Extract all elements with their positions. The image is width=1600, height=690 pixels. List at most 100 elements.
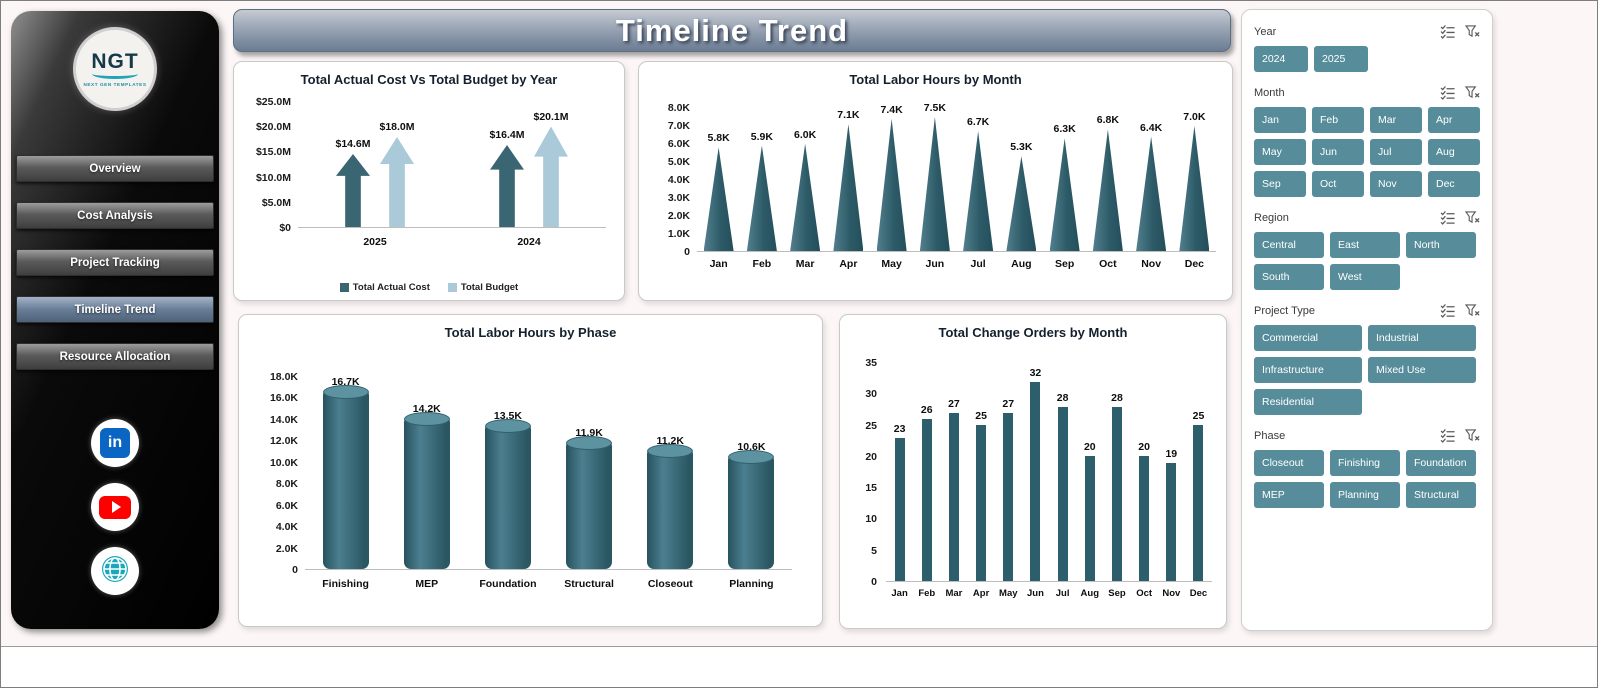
slicer-option-closeout[interactable]: Closeout xyxy=(1254,450,1324,476)
cone-bar[interactable] xyxy=(833,124,864,251)
slicer-option-infrastructure[interactable]: Infrastructure xyxy=(1254,357,1362,383)
y-tick: 0 xyxy=(292,564,298,576)
cone-bar[interactable] xyxy=(876,118,907,251)
col-bar[interactable] xyxy=(1057,406,1068,581)
cone-bar[interactable] xyxy=(703,147,734,251)
sidebar-item-cost-analysis[interactable]: Cost Analysis xyxy=(16,202,214,229)
value-label: 25 xyxy=(1192,410,1205,423)
arrow-bar[interactable] xyxy=(490,145,524,227)
slicer-option-apr[interactable]: Apr xyxy=(1428,107,1480,133)
logo: NGT NEXT GEN TEMPLATES xyxy=(11,11,219,111)
col-bar[interactable] xyxy=(1111,406,1122,581)
cone-bar[interactable] xyxy=(1136,136,1167,251)
slicer-option-dec[interactable]: Dec xyxy=(1428,171,1480,197)
slicer-option-aug[interactable]: Aug xyxy=(1428,139,1480,165)
x-label: Structural xyxy=(564,578,614,590)
arrow-bar[interactable] xyxy=(336,154,370,227)
slicer-option-mar[interactable]: Mar xyxy=(1370,107,1422,133)
cone-bar[interactable] xyxy=(746,145,777,251)
col-bar[interactable] xyxy=(976,425,987,581)
slicer-option-may[interactable]: May xyxy=(1254,139,1306,165)
cone-bar[interactable] xyxy=(1049,138,1080,251)
slicer-option-mep[interactable]: MEP xyxy=(1254,482,1324,508)
cyl-bar[interactable] xyxy=(647,443,694,569)
arrow-bar[interactable] xyxy=(380,137,414,227)
col-bar[interactable] xyxy=(1084,456,1095,581)
clear-filter-icon[interactable] xyxy=(1464,85,1480,100)
cone-bar[interactable] xyxy=(1092,129,1123,251)
slicer-option-industrial[interactable]: Industrial xyxy=(1368,325,1476,351)
cone-bar[interactable] xyxy=(919,116,950,251)
slicer-option-west[interactable]: West xyxy=(1330,264,1400,290)
slicer-option-jan[interactable]: Jan xyxy=(1254,107,1306,133)
cyl-bar[interactable] xyxy=(566,436,613,569)
slicer-option-commercial[interactable]: Commercial xyxy=(1254,325,1362,351)
slicer-option-2024[interactable]: 2024 xyxy=(1254,46,1308,72)
slicer-option-mixed-use[interactable]: Mixed Use xyxy=(1368,357,1476,383)
slicer-option-feb[interactable]: Feb xyxy=(1312,107,1364,133)
value-label: 16.7K xyxy=(331,375,360,388)
col-bar[interactable] xyxy=(1030,381,1041,581)
sidebar-item-resource-allocation[interactable]: Resource Allocation xyxy=(16,343,214,370)
multi-select-icon[interactable] xyxy=(1440,428,1455,443)
slicer-option-residential[interactable]: Residential xyxy=(1254,389,1362,415)
multi-select-icon[interactable] xyxy=(1440,24,1455,39)
cyl-bar[interactable] xyxy=(403,411,450,569)
cyl-bar[interactable] xyxy=(484,419,531,569)
cyl-bar[interactable] xyxy=(322,384,369,569)
clear-filter-icon[interactable] xyxy=(1464,428,1480,443)
linkedin-icon[interactable]: in xyxy=(91,419,139,467)
cone-bar[interactable] xyxy=(963,131,994,251)
cyl-bar[interactable] xyxy=(728,449,775,569)
multi-select-icon[interactable] xyxy=(1440,85,1455,100)
col-bar[interactable] xyxy=(894,437,905,581)
slicer-icons xyxy=(1440,24,1480,39)
y-tick: 20 xyxy=(865,450,877,463)
col-bar[interactable] xyxy=(1193,425,1204,581)
bar-slot: 11.9K xyxy=(549,377,630,569)
cone-bar[interactable] xyxy=(790,143,821,251)
slicer-option-2025[interactable]: 2025 xyxy=(1314,46,1368,72)
slicer-option-structural[interactable]: Structural xyxy=(1406,482,1476,508)
col-bar[interactable] xyxy=(1139,456,1150,581)
multi-select-icon[interactable] xyxy=(1440,210,1455,225)
slicer-option-sep[interactable]: Sep xyxy=(1254,171,1306,197)
slicer-option-east[interactable]: East xyxy=(1330,232,1400,258)
col-bar[interactable] xyxy=(921,419,932,581)
slicer-option-north[interactable]: North xyxy=(1406,232,1476,258)
value-label: 6.8K xyxy=(1096,114,1119,127)
sidebar-item-project-tracking[interactable]: Project Tracking xyxy=(16,249,214,276)
web-icon[interactable] xyxy=(91,547,139,595)
cone-bar[interactable] xyxy=(1179,125,1210,251)
sidebar-item-timeline-trend[interactable]: Timeline Trend xyxy=(16,296,214,323)
y-axis: 0 5 10 15 20 25 30 35 xyxy=(846,357,882,588)
slicer-option-planning[interactable]: Planning xyxy=(1330,482,1400,508)
slicer-option-south[interactable]: South xyxy=(1254,264,1324,290)
bar-slot: 5.3K xyxy=(1000,108,1043,251)
slicer-option-nov[interactable]: Nov xyxy=(1370,171,1422,197)
slicer-option-jul[interactable]: Jul xyxy=(1370,139,1422,165)
slicer-option-finishing[interactable]: Finishing xyxy=(1330,450,1400,476)
slicer-option-foundation[interactable]: Foundation xyxy=(1406,450,1476,476)
chart-card-labor-hours-by-month: Total Labor Hours by Month 0 1.0K 2.0K 3.0K… xyxy=(638,61,1233,301)
col-bar[interactable] xyxy=(1003,412,1014,581)
clear-filter-icon[interactable] xyxy=(1464,210,1480,225)
clear-filter-icon[interactable] xyxy=(1464,24,1480,39)
page-title: Timeline Trend xyxy=(615,12,849,48)
cone-bar[interactable] xyxy=(1006,156,1037,251)
arrow-bar[interactable] xyxy=(534,126,568,227)
x-label: Feb xyxy=(918,588,936,599)
slicer-option-jun[interactable]: Jun xyxy=(1312,139,1364,165)
col-bar[interactable] xyxy=(1166,462,1177,581)
clear-filter-icon[interactable] xyxy=(1464,303,1480,318)
x-label: Aug xyxy=(1080,588,1100,599)
sidebar-item-overview[interactable]: Overview xyxy=(16,155,214,182)
slicer-option-oct[interactable]: Oct xyxy=(1312,171,1364,197)
value-label: 11.2K xyxy=(656,434,684,447)
value-label: 19 xyxy=(1165,447,1178,460)
bar-slot: 7.1K xyxy=(827,108,870,251)
col-bar[interactable] xyxy=(948,412,959,581)
slicer-option-central[interactable]: Central xyxy=(1254,232,1324,258)
multi-select-icon[interactable] xyxy=(1440,303,1455,318)
youtube-icon[interactable] xyxy=(91,483,139,531)
